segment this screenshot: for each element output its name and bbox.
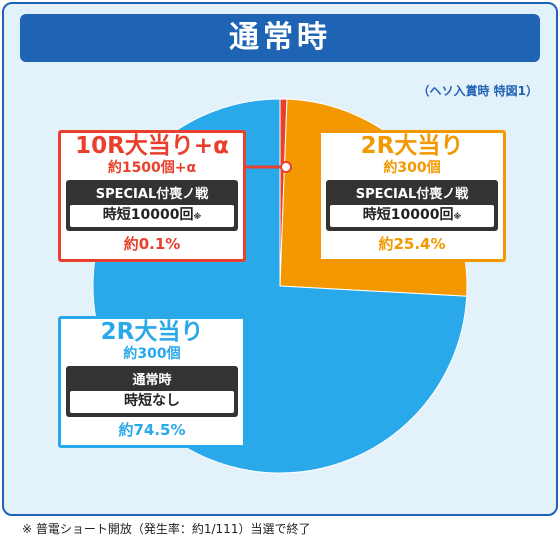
mode-label: SPECIAL付喪ノ戦 — [355, 187, 469, 202]
percent-label: 約25.4% — [378, 235, 446, 253]
round-label: 10R大当り+α — [75, 133, 229, 159]
leader-dot — [280, 161, 292, 173]
mode-box: SPECIAL付喪ノ戦 時短10000回※ — [326, 180, 498, 231]
amount-label: 約300個 — [383, 160, 441, 176]
label-box-orange: 2R大当り 約300個 SPECIAL付喪ノ戦 時短10000回※ 約25.4% — [318, 130, 506, 262]
round-label: 2R大当り — [100, 319, 204, 345]
mode-detail-box: 時短10000回※ — [70, 205, 234, 227]
mode-note-mark: ※ — [453, 212, 462, 221]
amount-label: 約300個 — [123, 346, 181, 362]
mode-detail: 時短10000回 — [362, 207, 454, 223]
mode-label: SPECIAL付喪ノ戦 — [95, 187, 209, 202]
mode-detail-box: 時短なし — [70, 391, 234, 413]
percent-label: 約74.5% — [118, 421, 186, 439]
percent-label: 約0.1% — [123, 235, 181, 253]
mode-detail: 時短なし — [124, 393, 180, 409]
label-box-blue: 2R大当り 約300個 通常時 時短なし 約74.5% — [58, 316, 246, 448]
mode-label: 通常時 — [132, 373, 172, 388]
source-note: （ヘソ入賞時 特図1） — [417, 84, 538, 98]
mode-box: SPECIAL付喪ノ戦 時短10000回※ — [66, 180, 238, 231]
mode-detail-box: 時短10000回※ — [330, 205, 494, 227]
mode-detail: 時短10000回 — [102, 207, 194, 223]
footer-note: ※ 普電ショート開放（発生率：約1/111）当選で終了 — [22, 522, 311, 536]
mode-note-mark: ※ — [193, 212, 202, 221]
page-title: 通常時 — [20, 14, 540, 62]
round-label: 2R大当り — [360, 133, 464, 159]
amount-label: 約1500個+α — [107, 160, 197, 176]
label-box-red: 10R大当り+α 約1500個+α SPECIAL付喪ノ戦 時短10000回※ … — [58, 130, 246, 262]
mode-box: 通常時 時短なし — [66, 366, 238, 417]
